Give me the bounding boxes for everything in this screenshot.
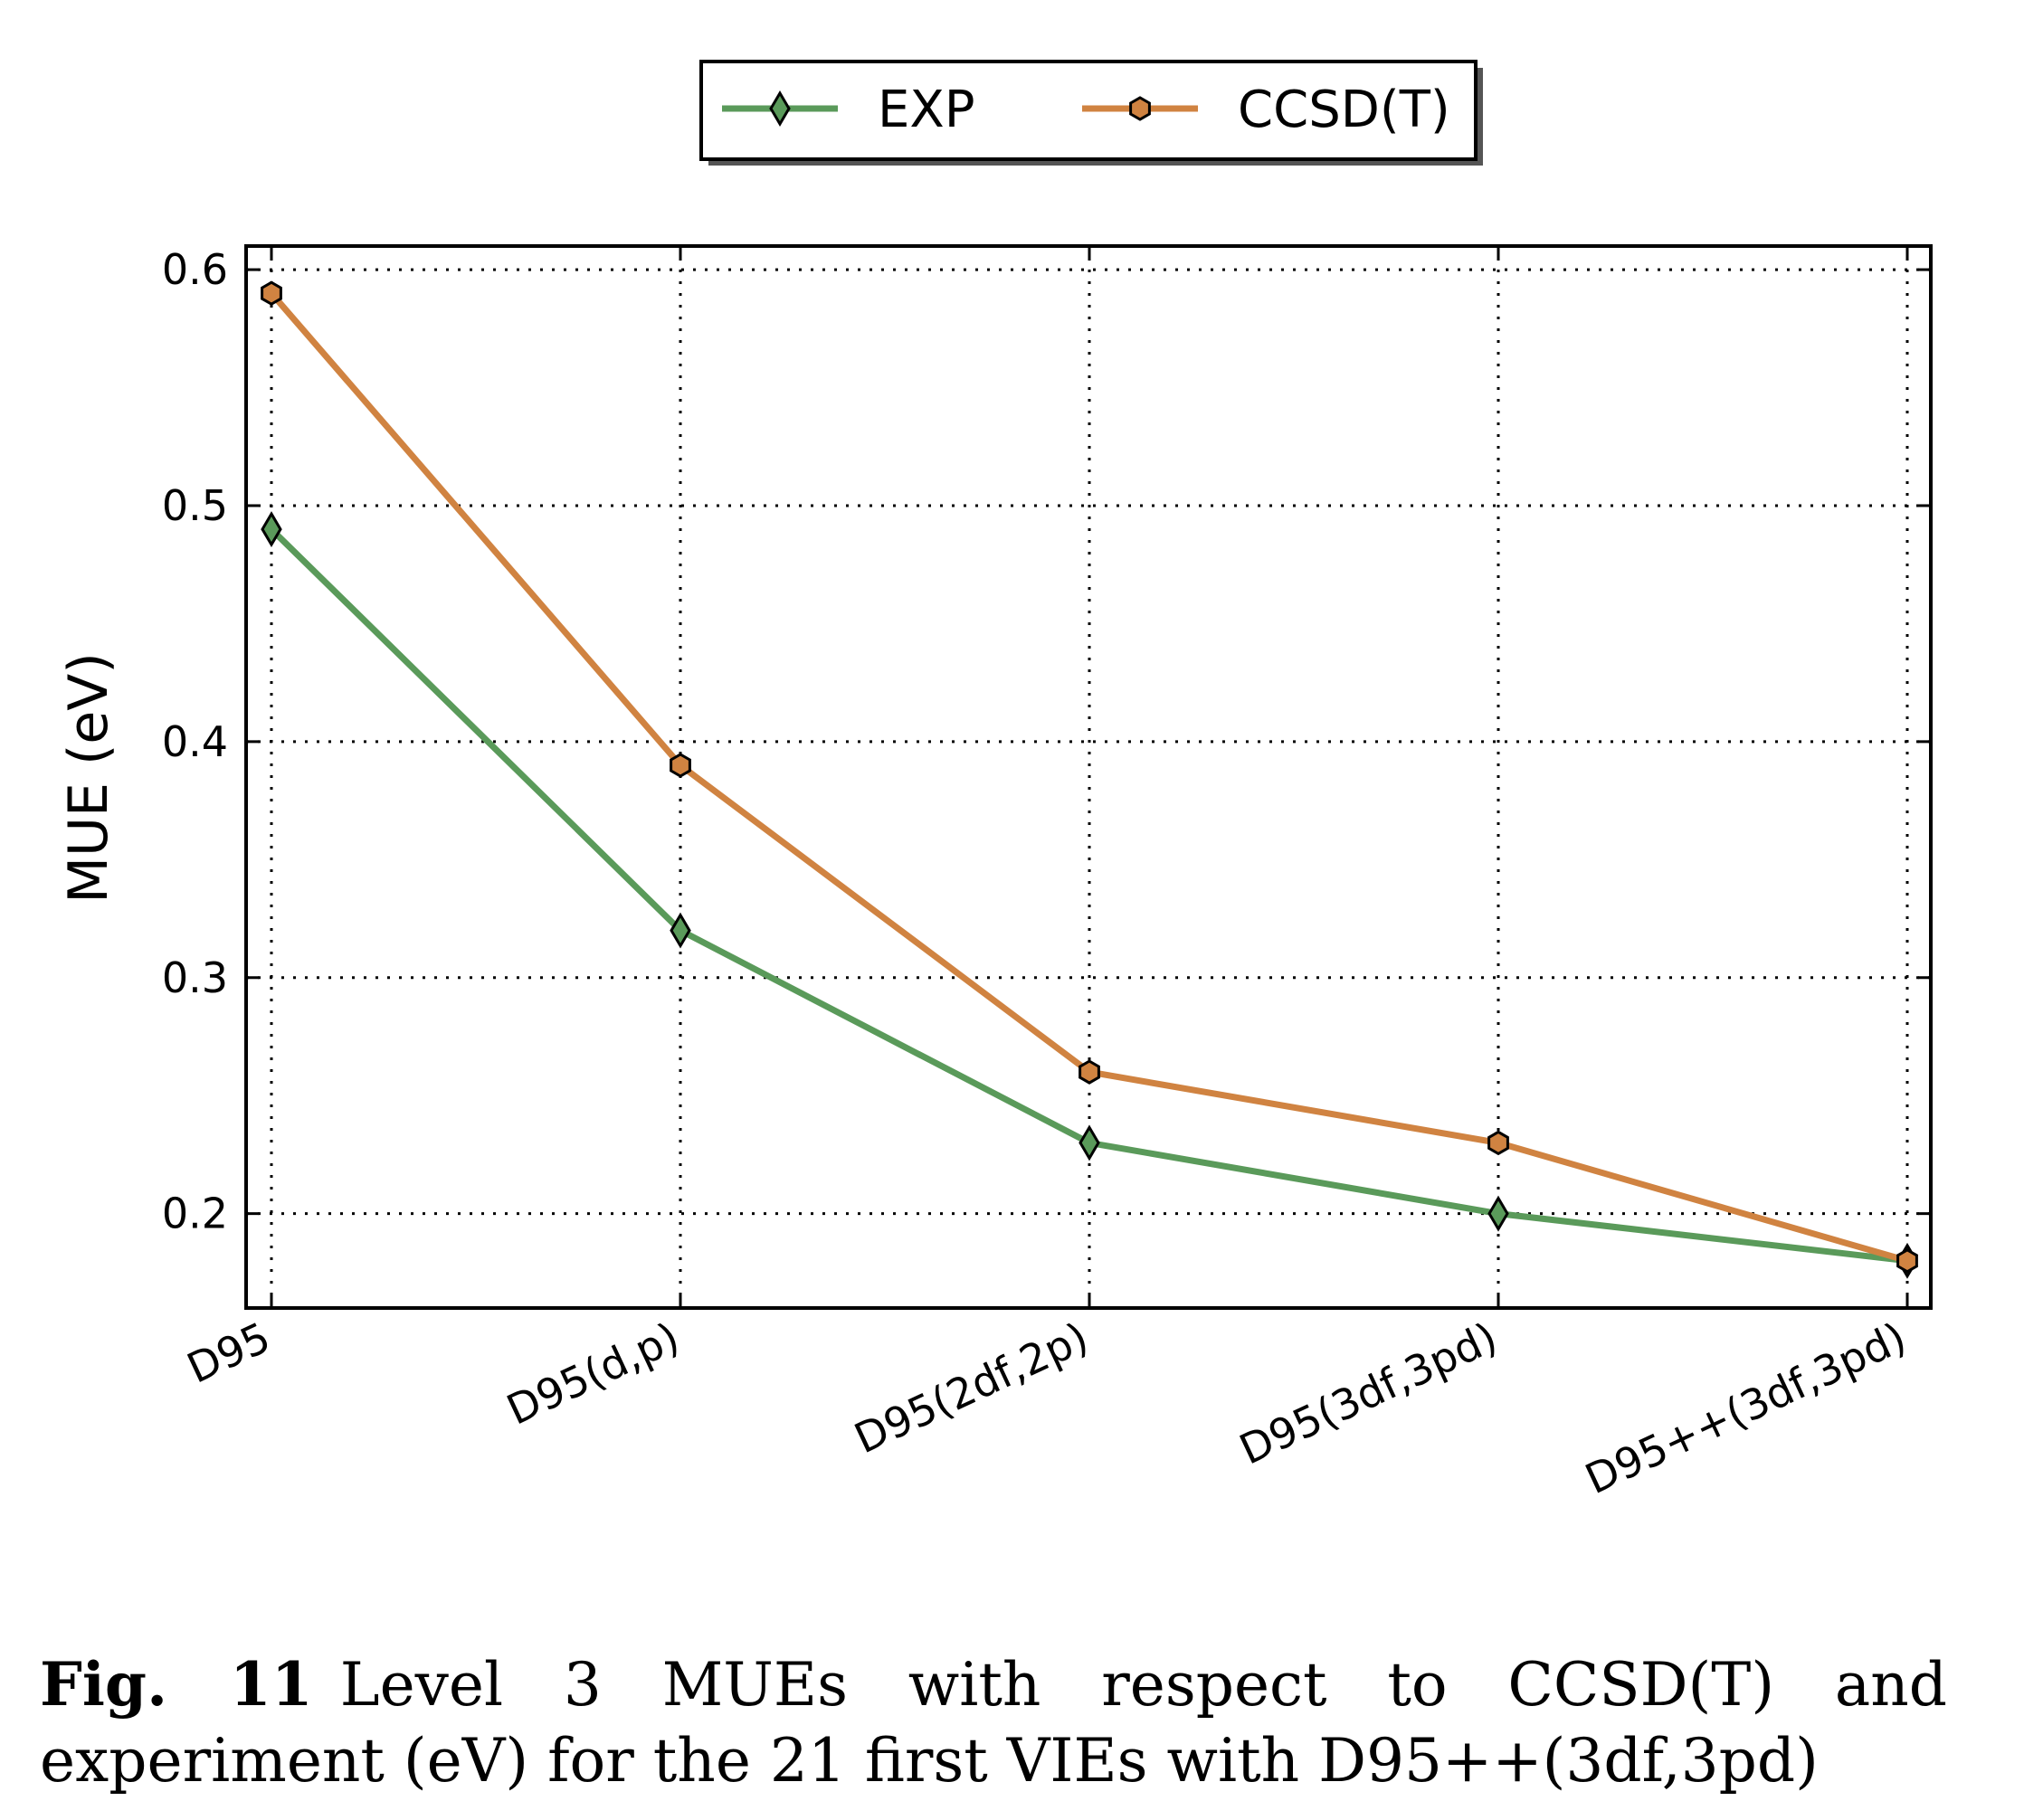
legend-marker xyxy=(769,90,791,127)
x-tick-label: D95(d,p) xyxy=(499,1313,687,1435)
y-tick-label: 0.4 xyxy=(162,717,228,766)
caption-label: Fig. 11 xyxy=(40,1649,313,1720)
legend-label: EXP xyxy=(878,81,975,139)
data-point xyxy=(1487,1130,1509,1156)
x-tick-label: D95++(3df,3pd) xyxy=(1578,1313,1914,1503)
data-point xyxy=(261,511,282,548)
y-tick-label: 0.2 xyxy=(162,1190,228,1238)
data-point xyxy=(1487,1195,1509,1232)
ticks: D95 D95(d,p) D95(2df,2p) D95(3df,3pd) D95++(… xyxy=(162,245,1931,1503)
x-tick-label: D95 xyxy=(180,1313,278,1393)
chart: EXP CCSD(T) D95 D95(d,p) D95(2df,2p) D95(3df… xyxy=(57,60,1933,1503)
data-point xyxy=(261,280,282,306)
y-tick-label: 0.5 xyxy=(162,481,228,530)
figure-caption: Fig. 11 Level 3 MUEs with respect to CCSD… xyxy=(40,1646,1947,1799)
caption-text: Level 3 MUEs with respect to CCSD(T) and… xyxy=(40,1650,1947,1796)
legend-label: CCSD(T) xyxy=(1238,81,1450,139)
data-point xyxy=(1896,1248,1918,1274)
legend-items: EXP CCSD(T) xyxy=(722,81,1450,139)
data-point xyxy=(1079,1059,1100,1085)
y-tick-label: 0.6 xyxy=(162,245,228,294)
data-point xyxy=(1079,1124,1100,1161)
legend-marker xyxy=(1129,96,1151,121)
x-tick-label: D95(2df,2p) xyxy=(847,1313,1095,1463)
data-point xyxy=(670,912,691,949)
data-point xyxy=(670,753,691,778)
series-layer xyxy=(261,280,1918,1279)
legend: EXP CCSD(T) xyxy=(699,60,1483,166)
y-tick-label: 0.3 xyxy=(162,953,228,1002)
y-axis-title: MUE (eV) xyxy=(57,652,120,903)
x-tick-label: D95(3df,3pd) xyxy=(1232,1313,1505,1474)
